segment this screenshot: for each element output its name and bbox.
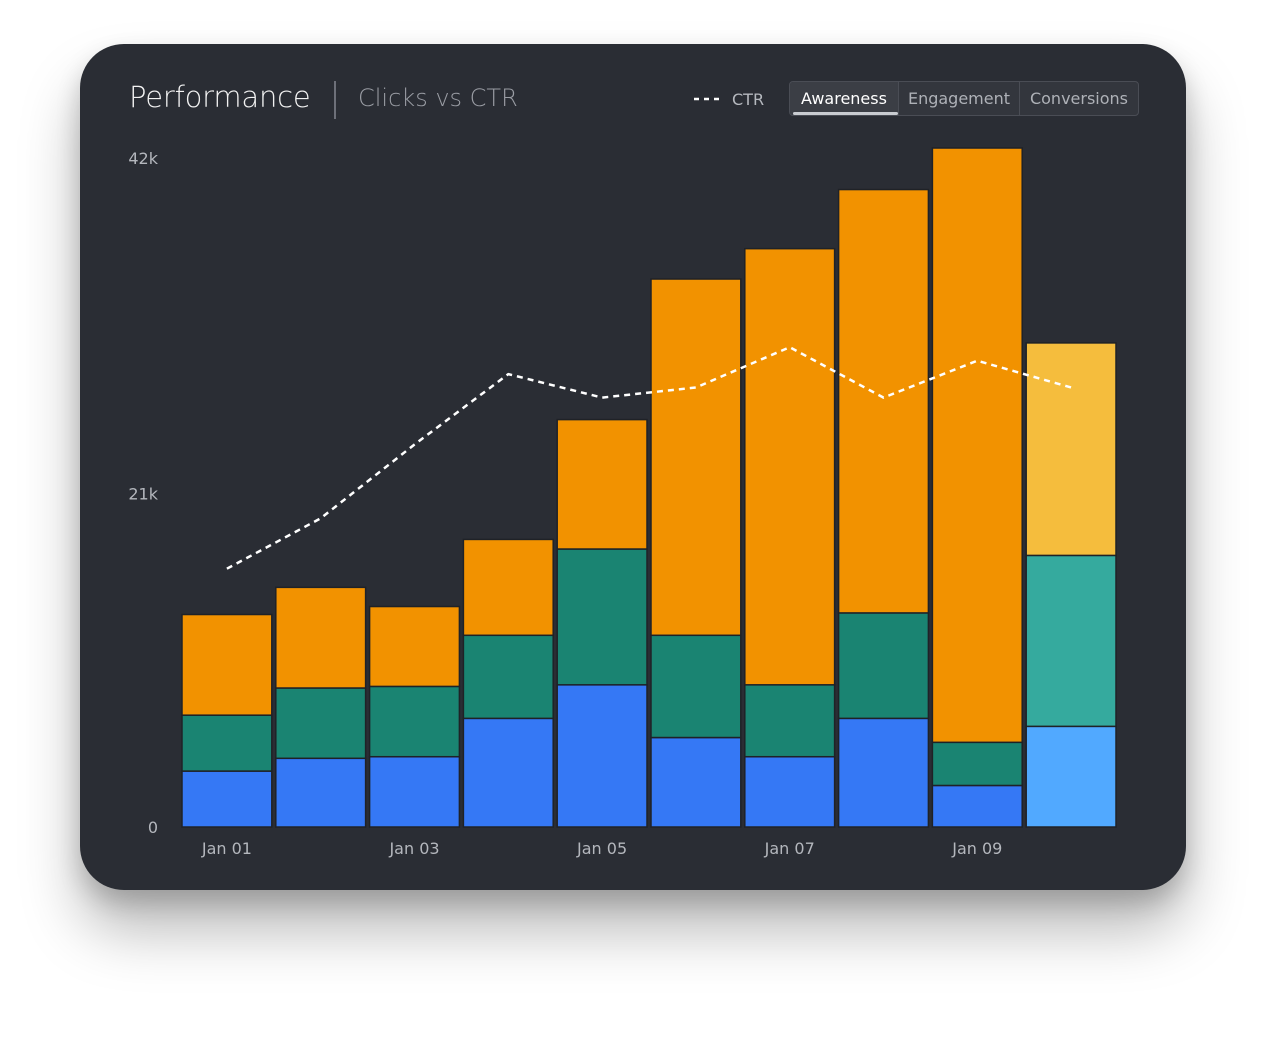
bar-segment-2-4[interactable] [462, 634, 554, 720]
y-tick-label: 21k [128, 485, 158, 504]
bar-segment-3-7[interactable] [744, 247, 836, 686]
chart-subtitle: Clicks vs CTR [358, 84, 518, 112]
bars-group [181, 147, 1117, 828]
y-axis: 0 21k 42k [128, 149, 158, 837]
x-tick-label: Jan 01 [201, 839, 252, 858]
x-tick-label: Jan 05 [576, 839, 627, 858]
metric-tab-group: Awareness Engagement Conversions [789, 81, 1139, 116]
bar-segment-3-9[interactable] [931, 147, 1023, 744]
page-title: Performance [129, 80, 311, 114]
bar-segment-2-8[interactable] [837, 612, 930, 720]
ctr-line-group [226, 345, 1072, 570]
bar-segment-3-6[interactable] [650, 278, 742, 637]
stacked-bar-chart: 0 21k 42k Jan 01 Jan 03 Jan 05 Jan 07 Jan 09 [128, 147, 1117, 858]
bar-segment-3-5[interactable] [556, 418, 648, 550]
chart-legend: CTR [694, 87, 764, 111]
tab-conversions[interactable]: Conversions [1019, 82, 1138, 115]
bar-segment-1-5[interactable] [556, 684, 648, 828]
tab-awareness[interactable]: Awareness [790, 82, 898, 115]
bar-segment-2-10[interactable] [1025, 554, 1117, 728]
x-tick-label: Jan 07 [764, 839, 815, 858]
x-tick-label: Jan 03 [388, 839, 439, 858]
bar-segment-2-7[interactable] [744, 684, 836, 758]
x-tick-label: Jan 09 [951, 839, 1002, 858]
bar-segment-1-2[interactable] [275, 757, 367, 828]
bar-segment-1-3[interactable] [368, 755, 461, 828]
dashed-line-icon [694, 97, 722, 101]
bar-segment-3-10[interactable] [1025, 342, 1117, 557]
bar-segment-2-2[interactable] [275, 687, 367, 760]
bar-segment-3-1[interactable] [181, 613, 273, 716]
tab-engagement[interactable]: Engagement [898, 82, 1019, 115]
y-tick-label: 42k [128, 149, 158, 168]
bar-segment-2-3[interactable] [368, 685, 461, 758]
performance-card: Performance Clicks vs CTR CTR Awareness … [80, 44, 1186, 890]
bar-segment-2-9[interactable] [931, 741, 1023, 787]
bar-segment-3-8[interactable] [837, 188, 930, 614]
bar-segment-3-4[interactable] [462, 538, 554, 637]
bar-segment-1-10[interactable] [1025, 725, 1117, 828]
bar-segment-1-7[interactable] [744, 755, 836, 828]
bar-segment-2-1[interactable] [181, 714, 273, 772]
ctr-line [226, 345, 1072, 570]
bar-segment-3-2[interactable] [275, 586, 367, 689]
y-tick-label: 0 [148, 818, 158, 837]
bar-segment-3-3[interactable] [368, 605, 461, 688]
bar-segment-2-5[interactable] [556, 548, 648, 686]
x-axis: Jan 01 Jan 03 Jan 05 Jan 07 Jan 09 [201, 839, 1003, 858]
bar-segment-1-6[interactable] [650, 736, 742, 828]
bar-segment-1-1[interactable] [181, 770, 273, 828]
title-divider [334, 81, 336, 119]
bar-segment-2-6[interactable] [650, 634, 742, 739]
bar-segment-1-4[interactable] [462, 717, 554, 828]
legend-ctr-label: CTR [732, 89, 765, 109]
bar-segment-1-9[interactable] [931, 784, 1023, 828]
bar-segment-1-8[interactable] [837, 717, 930, 828]
